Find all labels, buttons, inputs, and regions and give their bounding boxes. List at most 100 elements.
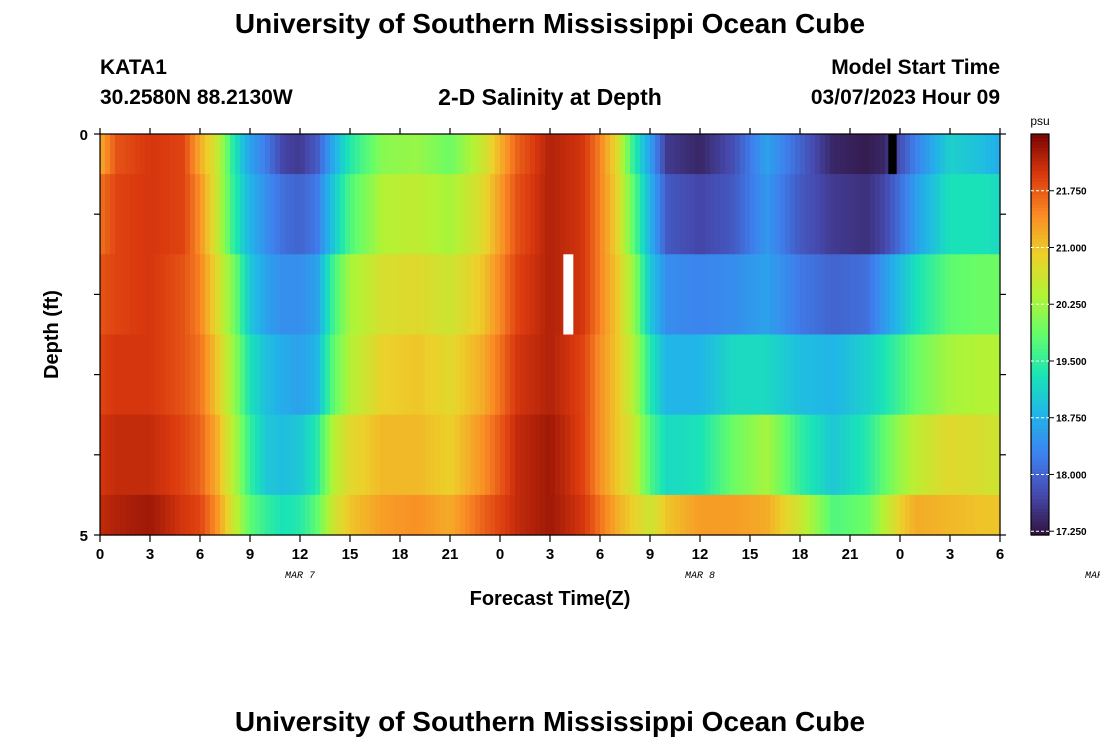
missing-data-mark (563, 254, 574, 335)
heatmap-cell (110, 494, 116, 536)
x-date-label: MAR 7 (285, 571, 315, 582)
heatmap-cell (470, 134, 476, 175)
model-start-value: 03/07/2023 Hour 09 (810, 86, 1000, 109)
heatmap-cell (910, 254, 916, 336)
heatmap-cell (690, 174, 696, 255)
heatmap-cell (555, 254, 561, 336)
colorbar-swatch (1031, 260, 1049, 265)
heatmap-cell (410, 414, 416, 496)
heatmap-cell (320, 334, 326, 416)
heatmap-cell (765, 334, 771, 416)
heatmap-cell (815, 134, 821, 175)
heatmap-cell (125, 414, 131, 496)
heatmap-cell (830, 334, 836, 416)
colorbar-swatch (1031, 244, 1049, 249)
heatmap-cell (165, 254, 171, 336)
heatmap-cell (100, 414, 106, 496)
heatmap-cell (355, 334, 361, 416)
heatmap-cell (400, 494, 406, 536)
colorbar-swatch (1031, 220, 1049, 225)
colorbar-swatch (1031, 314, 1049, 319)
heatmap-cell (990, 134, 996, 175)
heatmap-cell (540, 134, 546, 175)
heatmap-cell (120, 414, 126, 496)
heatmap-cell (755, 254, 761, 336)
heatmap-cell (735, 494, 741, 536)
heatmap-cell (795, 414, 801, 496)
heatmap-cell (885, 174, 891, 255)
heatmap-cell (335, 254, 341, 336)
heatmap-cell (250, 134, 256, 175)
heatmap-cell (745, 494, 751, 536)
heatmap-cell (480, 494, 486, 536)
heatmap-cell (805, 334, 811, 416)
heatmap-cell (900, 174, 906, 255)
heatmap-cell (345, 174, 351, 255)
heatmap-cell (980, 334, 986, 416)
heatmap-cell (210, 174, 216, 255)
x-axis-title: Forecast Time(Z) (470, 588, 631, 610)
heatmap-cell (190, 254, 196, 336)
heatmap-cell (995, 494, 1001, 536)
heatmap-cell (400, 254, 406, 336)
colorbar-swatch (1031, 451, 1049, 456)
heatmap-cell (730, 254, 736, 336)
heatmap-cell (870, 134, 876, 175)
heatmap-cell (340, 174, 346, 255)
heatmap-cell (525, 254, 531, 336)
heatmap-cell (740, 174, 746, 255)
heatmap-cell (365, 414, 371, 496)
heatmap-cell (165, 134, 171, 175)
heatmap-cell (750, 134, 756, 175)
heatmap-cell (155, 254, 161, 336)
colorbar-swatch (1031, 277, 1049, 282)
heatmap-cell (465, 254, 471, 336)
heatmap-cell (855, 134, 861, 175)
heatmap-cell (755, 174, 761, 255)
heatmap-cell (825, 134, 831, 175)
heatmap-cell (740, 254, 746, 336)
model-start-label: Model Start Time (831, 56, 1000, 79)
heatmap-cell (310, 134, 316, 175)
colorbar-swatch (1031, 294, 1049, 299)
heatmap-cell (645, 254, 651, 336)
heatmap-cell (770, 254, 776, 336)
heatmap-cell (410, 134, 416, 175)
heatmap-cell (300, 494, 306, 536)
heatmap-cell (530, 134, 536, 175)
heatmap-cell (760, 254, 766, 336)
heatmap-cell (360, 254, 366, 336)
heatmap-cell (700, 254, 706, 336)
heatmap-cell (280, 174, 286, 255)
heatmap-cell (465, 134, 471, 175)
heatmap-cell (330, 254, 336, 336)
heatmap-cell (850, 334, 856, 416)
heatmap-cell (235, 254, 241, 336)
heatmap-cell (850, 494, 856, 536)
heatmap-cell (725, 134, 731, 175)
heatmap-cell (510, 414, 516, 496)
x-tick-label: 6 (196, 546, 204, 563)
heatmap-cell (900, 254, 906, 336)
heatmap-cell (930, 414, 936, 496)
x-tick-label: 12 (692, 546, 709, 563)
heatmap-cell (410, 334, 416, 416)
heatmap-cell (685, 254, 691, 336)
colorbar-swatch (1031, 147, 1049, 152)
heatmap-cell (630, 414, 636, 496)
heatmap-cell (980, 134, 986, 175)
heatmap-cell (750, 414, 756, 496)
heatmap-cell (460, 414, 466, 496)
heatmap-cell (880, 134, 886, 175)
heatmap-cell (250, 254, 256, 336)
heatmap-cell (390, 174, 396, 255)
heatmap-cell (605, 414, 611, 496)
heatmap-cell (880, 414, 886, 496)
x-tick-label: 0 (96, 546, 104, 563)
heatmap-cell (700, 414, 706, 496)
heatmap-cell (430, 494, 436, 536)
heatmap-cell (675, 174, 681, 255)
heatmap-cell (190, 174, 196, 255)
heatmap-cell (570, 174, 576, 255)
heatmap-cell (380, 414, 386, 496)
